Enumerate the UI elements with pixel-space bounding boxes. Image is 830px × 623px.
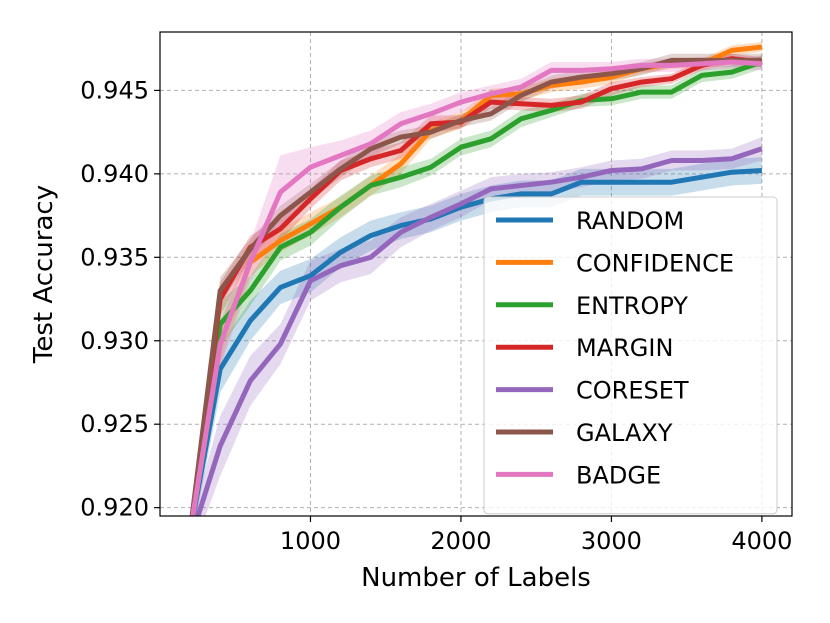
band-entropy <box>190 55 762 516</box>
line-margin <box>189 56 763 516</box>
legend-label-confidence: CONFIDENCE <box>576 249 734 277</box>
confidence-bands <box>190 42 762 516</box>
y-tick-label: 0.945 <box>80 76 149 104</box>
legend-label-entropy: ENTROPY <box>576 292 688 320</box>
y-tick-label: 0.930 <box>80 327 149 355</box>
legend-label-margin: MARGIN <box>576 334 673 362</box>
line-badge <box>190 59 763 516</box>
y-tick-label: 0.920 <box>80 494 149 522</box>
plot-frame <box>159 31 793 517</box>
axis-ticks: 1000 2000 3000 4000 0.920 0.925 0.930 0.935 0.94… <box>80 76 792 555</box>
y-tick-label: 0.925 <box>80 410 149 438</box>
series-lines <box>189 44 763 516</box>
line-coreset <box>195 146 763 516</box>
legend-label-galaxy: GALAXY <box>576 419 673 447</box>
legend-label-random: RANDOM <box>576 207 684 235</box>
y-tick-label: 0.940 <box>80 160 149 188</box>
band-badge <box>190 55 762 516</box>
x-tick-label: 4000 <box>731 527 792 555</box>
legend-label-badge: BADGE <box>576 461 661 489</box>
legend: RANDOM CONFIDENCE ENTROPY MARGIN CORESET GALA… <box>483 196 778 515</box>
line-entropy <box>189 59 763 516</box>
x-tick-label: 1000 <box>280 527 341 555</box>
line-galaxy <box>189 57 762 516</box>
legend-label-coreset: CORESET <box>576 377 689 405</box>
y-axis-title: Test Accuracy <box>29 185 59 364</box>
line-random <box>190 168 763 516</box>
legend-box <box>483 196 778 515</box>
band-random <box>190 157 762 516</box>
band-margin <box>190 53 762 516</box>
x-axis-title: Number of Labels <box>361 563 591 593</box>
x-tick-label: 3000 <box>581 527 642 555</box>
y-tick-label: 0.935 <box>80 243 149 271</box>
band-galaxy <box>190 53 762 516</box>
x-tick-label: 2000 <box>430 527 491 555</box>
